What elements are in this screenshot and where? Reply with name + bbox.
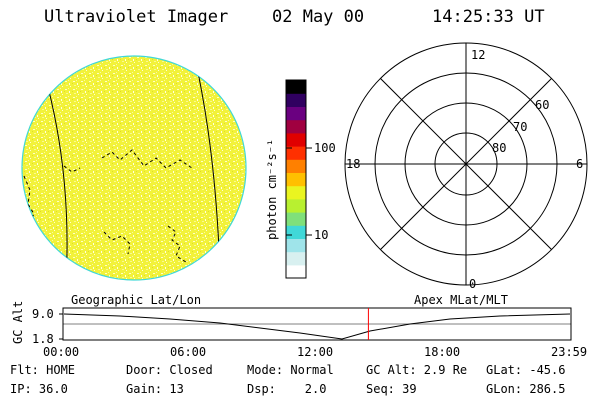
altitude-plot: [59, 307, 572, 341]
geo-panel-label: Geographic Lat/Lon: [71, 293, 202, 307]
status-ip: IP: 36.0: [10, 382, 68, 396]
status-seq: Seq: 39: [366, 382, 417, 396]
mlt-label-12: 12: [471, 48, 486, 62]
color-scale-bar: [285, 79, 307, 279]
colorbar-segment: [286, 225, 306, 239]
image-time: 14:25:33 UT: [432, 7, 545, 27]
image-date: 02 May 00: [272, 7, 365, 27]
colorbar-segment: [286, 212, 306, 226]
x-tick-1200: 12:00: [297, 345, 334, 359]
coastline: [103, 231, 131, 255]
coastline: [101, 149, 193, 169]
coastline: [167, 225, 187, 263]
colorbar-segment: [286, 172, 306, 187]
colorbar-segment: [286, 238, 306, 253]
polar-panel-label: Apex MLat/MLT: [414, 293, 508, 307]
colorbar-ticks: [286, 147, 312, 236]
altitude-curve: [63, 313, 571, 340]
colorbar-segment: [286, 106, 306, 121]
altitude-ylabel: GC Alt: [11, 300, 25, 344]
colorbar-segment: [286, 198, 306, 213]
colorbar-frame: [285, 79, 307, 279]
status-dsp: Dsp: 2.0: [247, 382, 327, 396]
x-tick-1800: 18:00: [424, 345, 461, 359]
colorbar-segment: [286, 93, 306, 107]
mlat-label-60: 60: [535, 98, 550, 112]
colorbar-segment: [286, 264, 306, 279]
mlat-label-70: 70: [513, 120, 528, 134]
status-glon: GLon: 286.5: [486, 382, 566, 396]
mlt-diag-2: [380, 78, 552, 250]
status-gain: Gain: 13: [126, 382, 184, 396]
status-gc-alt: GC Alt: 2.9 Re: [366, 363, 468, 377]
colorbar-segment: [286, 251, 306, 266]
colorbar-segment: [286, 80, 306, 94]
meridian-line-left: [43, 71, 68, 280]
status-mode: Mode: Normal: [247, 363, 334, 377]
colorbar-segment: [286, 146, 306, 160]
earth-disk-image: [21, 55, 247, 281]
x-tick-0000: 00:00: [43, 345, 80, 359]
polar-grid: [344, 42, 588, 286]
colorbar-segment: [286, 132, 306, 147]
colorbar-tick-100: 100: [314, 141, 336, 155]
status-flt: Flt: HOME: [10, 363, 76, 377]
mlt-label-0: 0: [469, 277, 477, 291]
mlt-label-18: 18: [346, 157, 361, 171]
altitude-ytick-top: 9.0: [32, 307, 54, 321]
status-door: Door: Closed: [126, 363, 213, 377]
colorbar-segment: [286, 119, 306, 134]
status-glat: GLat: -45.6: [486, 363, 566, 377]
colorbar-unit-label: photon cm⁻²s⁻¹: [265, 138, 279, 240]
instrument-title: Ultraviolet Imager: [44, 7, 229, 27]
colorbar-segment: [286, 185, 306, 200]
colorbar-segment: [286, 159, 306, 173]
altitude-ytick-bottom: 1.8: [32, 332, 54, 346]
mlt-label-6: 6: [576, 157, 584, 171]
x-tick-0600: 06:00: [170, 345, 207, 359]
x-tick-2359: 23:59: [551, 345, 588, 359]
mlat-label-80: 80: [492, 141, 507, 155]
y-ticks: [59, 313, 63, 340]
colorbar-tick-10: 10: [314, 228, 329, 242]
